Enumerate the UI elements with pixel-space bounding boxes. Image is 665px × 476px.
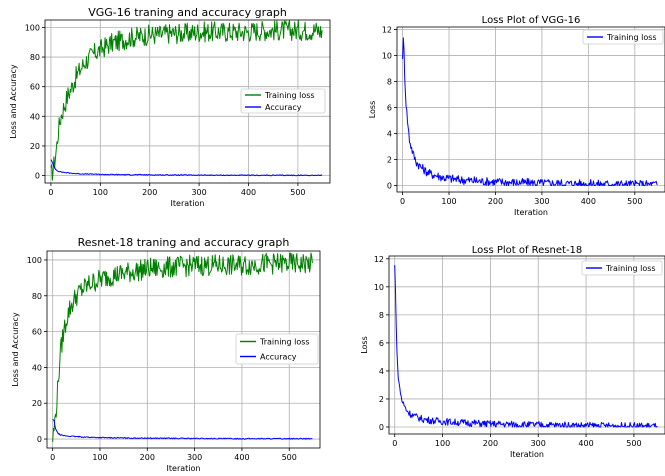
x-tick-label: 200 bbox=[483, 439, 498, 448]
y-tick-label: 40 bbox=[30, 112, 40, 121]
y-tick-label: 60 bbox=[30, 83, 40, 92]
chart-title: Resnet-18 traning and accuracy graph bbox=[78, 236, 290, 249]
x-tick-label: 100 bbox=[435, 439, 450, 448]
x-tick-label: 300 bbox=[534, 197, 549, 206]
legend-box bbox=[240, 88, 326, 114]
y-tick-label: 6 bbox=[387, 104, 392, 113]
y-axis-label: Loss bbox=[368, 101, 377, 119]
y-tick-label: 100 bbox=[27, 256, 42, 265]
y-tick-label: 0 bbox=[387, 182, 392, 191]
series-line-accuracy bbox=[50, 159, 323, 177]
legend: Training loss bbox=[581, 260, 663, 276]
y-tick-label: 0 bbox=[379, 423, 384, 432]
x-tick-label: 400 bbox=[581, 197, 596, 206]
series-line-accuracy bbox=[52, 418, 313, 440]
y-tick-label: 10 bbox=[382, 52, 392, 61]
x-tick-label: 300 bbox=[531, 439, 546, 448]
series-line-training-loss bbox=[394, 265, 658, 428]
x-tick-label: 300 bbox=[191, 188, 206, 197]
chart-title: VGG-16 traning and accuracy graph bbox=[88, 6, 287, 19]
x-tick-label: 200 bbox=[488, 197, 503, 206]
x-tick-label: 0 bbox=[400, 197, 405, 206]
y-tick-label: 12 bbox=[374, 255, 384, 264]
x-tick-label: 200 bbox=[142, 188, 157, 197]
series-line-training-loss bbox=[52, 252, 313, 443]
x-tick-label: 0 bbox=[50, 453, 55, 462]
y-tick-label: 10 bbox=[374, 283, 384, 292]
chart-res-loss: 0 100 200 300 400 500 0 2 4 6 8 10 12 Loss Plot of Re… bbox=[360, 245, 665, 459]
x-tick-label: 400 bbox=[578, 439, 593, 448]
x-tick-label: 300 bbox=[187, 453, 202, 462]
y-tick-label: 6 bbox=[379, 339, 384, 348]
x-tick-label: 500 bbox=[626, 439, 641, 448]
x-tick-label: 400 bbox=[241, 188, 256, 197]
legend-label: Training loss bbox=[259, 338, 310, 347]
legend-box bbox=[582, 29, 664, 45]
chart-title: Loss Plot of VGG-16 bbox=[482, 15, 581, 26]
legend: Training loss bbox=[582, 29, 664, 45]
x-axis-label: Iteration bbox=[171, 199, 205, 208]
legend-label: Training loss bbox=[606, 33, 657, 42]
y-tick-label: 4 bbox=[379, 367, 384, 376]
legend-label: Training loss bbox=[605, 264, 656, 273]
chart-vgg-acc: 0 100 200 300 400 500 0 20 40 60 80 100 VGG-16 trani… bbox=[9, 6, 331, 208]
x-axis-label: Iteration bbox=[514, 208, 548, 217]
y-tick-label: 0 bbox=[37, 435, 42, 444]
y-tick-label: 100 bbox=[25, 23, 40, 32]
y-tick-label: 4 bbox=[387, 130, 392, 139]
legend-label: Accuracy bbox=[265, 103, 302, 112]
chart-vgg-loss: 0 100 200 300 400 500 0 2 4 6 8 10 12 Loss Plot of VG… bbox=[368, 15, 665, 217]
y-tick-label: 20 bbox=[30, 142, 40, 151]
legend: Training loss Accuracy bbox=[240, 88, 326, 114]
y-axis-label: Loss and Accuracy bbox=[9, 64, 18, 138]
x-tick-label: 0 bbox=[48, 188, 53, 197]
legend-box bbox=[581, 260, 663, 276]
x-tick-label: 0 bbox=[392, 439, 397, 448]
x-tick-label: 200 bbox=[140, 453, 155, 462]
y-axis-label: Loss and Accuracy bbox=[11, 312, 20, 386]
plot-frame bbox=[44, 19, 331, 184]
y-tick-label: 8 bbox=[387, 78, 392, 87]
x-tick-label: 500 bbox=[627, 197, 642, 206]
plot-frame bbox=[388, 255, 665, 435]
chart-title: Loss Plot of Resnet-18 bbox=[472, 245, 583, 256]
x-tick-label: 100 bbox=[93, 188, 108, 197]
y-tick-label: 8 bbox=[379, 311, 384, 320]
series-line-training-loss bbox=[402, 37, 658, 186]
legend: Training loss Accuracy bbox=[235, 333, 319, 365]
y-tick-label: 40 bbox=[32, 363, 42, 372]
y-tick-label: 12 bbox=[382, 26, 392, 35]
x-tick-label: 500 bbox=[282, 453, 297, 462]
x-axis-label: Iteration bbox=[510, 450, 544, 459]
x-tick-label: 500 bbox=[290, 188, 305, 197]
y-tick-label: 20 bbox=[32, 399, 42, 408]
x-tick-label: 100 bbox=[92, 453, 107, 462]
plot-frame bbox=[46, 250, 321, 449]
chart-res-acc: 0 100 200 300 400 500 0 20 40 60 80 100 Resnet-18 tr… bbox=[11, 236, 321, 473]
legend-label: Training loss bbox=[264, 91, 315, 100]
legend-label: Accuracy bbox=[260, 353, 297, 362]
x-tick-label: 400 bbox=[234, 453, 249, 462]
x-axis-label: Iteration bbox=[167, 464, 201, 473]
y-tick-label: 80 bbox=[30, 53, 40, 62]
y-tick-label: 60 bbox=[32, 328, 42, 337]
y-tick-label: 0 bbox=[35, 172, 40, 181]
plot-frame bbox=[396, 26, 665, 193]
y-tick-label: 2 bbox=[387, 156, 392, 165]
x-tick-label: 100 bbox=[441, 197, 456, 206]
y-axis-label: Loss bbox=[360, 336, 369, 354]
y-tick-label: 80 bbox=[32, 292, 42, 301]
y-tick-label: 2 bbox=[379, 395, 384, 404]
series-line-training-loss bbox=[50, 20, 323, 181]
legend-box bbox=[235, 333, 319, 365]
